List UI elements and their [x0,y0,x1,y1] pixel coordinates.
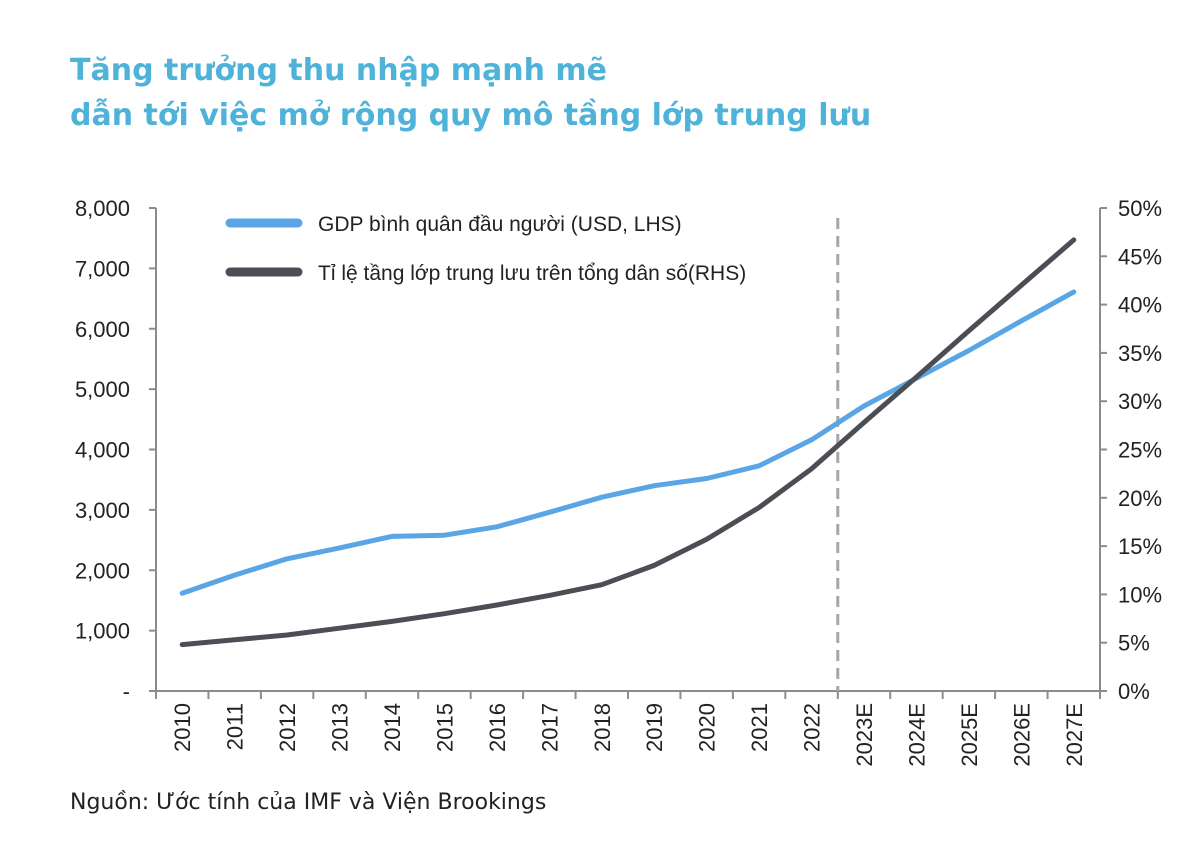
x-tick-label: 2010 [170,703,195,752]
y-left-tick-label: 4,000 [75,438,130,463]
x-tick-label: 2016 [485,703,510,752]
y-left-tick-label: 6,000 [75,317,130,342]
y-left-tick-label: - [123,679,130,704]
y-left-tick-label: 1,000 [75,619,130,644]
chart-title: Tăng trưởng thu nhập mạnh mẽ dẫn tới việ… [70,48,1170,138]
series-line-1 [179,289,1077,596]
y-left-tick-label: 5,000 [75,377,130,402]
chart-legend: GDP bình quân đầu người (USD, LHS) Tỉ lệ … [225,213,746,285]
x-tick-label: 2015 [432,703,457,752]
legend-label-2: Tỉ lệ tầng lớp trung lưu trên tổng dân s… [318,262,746,285]
x-tick-label: 2012 [275,703,300,752]
x-tick-label: 2022 [800,703,825,752]
x-tick-label: 2018 [590,703,615,752]
x-tick-label: 2017 [537,703,562,752]
y-right-tick-label: 10% [1118,582,1162,607]
x-tick-label: 2026E [1009,703,1034,767]
x-tick-label: 2014 [380,703,405,752]
y-left-tick-label: 7,000 [75,256,130,281]
chart-axes: - 1,000 2,000 3,000 4,000 5,000 6,000 7,000 8,00… [75,196,1162,767]
x-tick-label: 2013 [328,703,353,752]
x-tick-label: 2024E [904,703,929,767]
chart-title-line-2: dẫn tới việc mở rộng quy mô tầng lớp tru… [70,98,872,133]
y-right-tick-label: 50% [1118,196,1162,221]
chart-title-line-1: Tăng trưởng thu nhập mạnh mẽ [70,53,608,88]
y-right-tick-label: 40% [1118,293,1162,318]
y-left-tick-label: 2,000 [75,558,130,583]
y-right-tick-label: 30% [1118,389,1162,414]
legend-label-1: GDP bình quân đầu người (USD, LHS) [318,213,682,236]
x-tick-label: 2020 [695,703,720,752]
source-note: Nguồn: Ước tính của IMF và Viện Brooking… [70,790,547,815]
y-right-tick-label: 15% [1118,534,1162,559]
y-right-tick-label: 0% [1118,679,1150,704]
y-left-tick-label: 8,000 [75,196,130,221]
x-tick-label: 2025E [957,703,982,767]
x-tick-label: 2027E [1062,703,1087,767]
series-line-2 [179,237,1077,648]
x-tick-label: 2011 [223,703,248,750]
y-right-tick-label: 45% [1118,244,1162,269]
y-right-tick-label: 20% [1118,486,1162,511]
y-right-tick-label: 25% [1118,438,1162,463]
x-tick-label: 2019 [642,703,667,752]
y-right-tick-label: 35% [1118,341,1162,366]
series-layer [179,237,1077,648]
x-tick-label: 2021 [747,703,772,752]
y-right-tick-label: 5% [1118,631,1150,656]
y-left-tick-label: 3,000 [75,498,130,523]
x-tick-label: 2023E [852,703,877,767]
